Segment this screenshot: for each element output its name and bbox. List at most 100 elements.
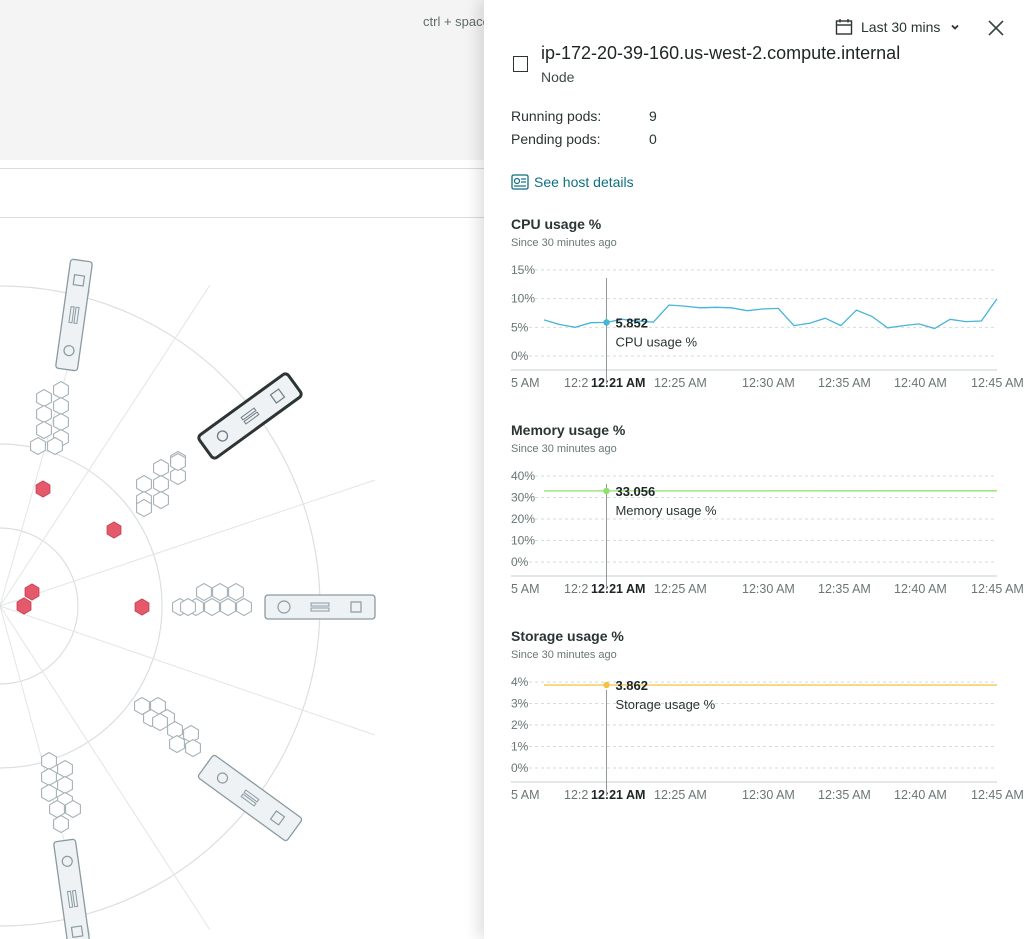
host-icon [511,174,529,190]
top-bar: ctrl + space [0,0,484,160]
pod-hexagon[interactable] [53,412,69,432]
pod-hexagon[interactable] [153,458,169,478]
x-tick-label: 12:30 AM [742,582,795,596]
hover-marker [603,681,610,689]
storage-chart-subtitle: Since 30 minutes ago [511,649,617,661]
pod-hexagon[interactable] [136,474,152,494]
entity-name: ip-172-20-39-160.us-west-2.compute.inter… [541,43,901,63]
series-line [543,298,998,330]
hover-value: 5.852 [615,315,648,330]
pod-hexagon[interactable] [41,751,57,771]
x-tick-label: 12:40 AM [894,376,947,390]
pod-hexagon[interactable] [212,582,228,602]
unhealthy-pods [16,480,150,616]
node-selected[interactable] [197,372,303,460]
node-top[interactable] [55,258,93,372]
pod-hexagon[interactable] [228,582,244,602]
x-tick-label: 12:2 [564,788,588,802]
pod-hexagon[interactable] [220,597,236,617]
node-icon [513,56,528,72]
pod-hexagon[interactable] [57,775,73,795]
time-range-picker[interactable]: Last 30 mins [835,14,962,40]
chevron-down-icon [951,24,960,30]
x-tick-label: 12:2 [564,376,588,390]
pod-hexagon[interactable] [49,799,65,819]
storage-usage-chart[interactable]: 4% 3% 2% 1% 0% 5 AM 12:2 12:21 AM 12:25 AM 12:30 … [484,670,1024,810]
cpu-usage-chart[interactable]: 15% 10% 5% 0% 5 AM 12:2 12:21 AM 12:25 AM 12:30 … [484,258,1024,398]
pod-hexagon[interactable] [153,474,169,494]
unhealthy-pod-hexagon[interactable] [106,521,122,539]
x-tick-label: 12:40 AM [894,788,947,802]
node-right[interactable] [264,594,376,620]
unhealthy-pod-hexagon[interactable] [16,597,32,615]
x-tick-label: 12:40 AM [894,582,947,596]
pod-hexagon[interactable] [36,388,52,408]
node-lower-right[interactable] [197,754,303,842]
x-tick-label: 12:35 AM [818,788,871,802]
pod-hexagon[interactable] [41,783,57,803]
y-tick-label: 15% [511,263,535,277]
x-tick-label: 5 AM [511,788,540,802]
pod-hexagon[interactable] [170,452,186,472]
unhealthy-pod-hexagon[interactable] [35,480,51,498]
hover-value: 33.056 [615,484,655,499]
entity-detail-panel: Last 30 mins ip-172-20-39-160.us-west-2.… [484,0,1024,939]
x-tick-label: 12:21 AM [591,788,645,802]
time-range-label: Last 30 mins [861,19,941,35]
pod-hexagon[interactable] [167,720,183,740]
pod-hexagon[interactable] [57,759,73,779]
unhealthy-pod-hexagon[interactable] [134,598,150,616]
pod-hexagon[interactable] [41,767,57,787]
memory-usage-chart[interactable]: 40% 30% 20% 10% 0% 5 AM 12:2 12:21 AM 12:25 AM 12… [484,464,1024,604]
storage-chart-title: Storage usage % [511,628,624,644]
y-tick-label: 40% [511,469,535,483]
calendar-icon [835,19,853,35]
pod-hexagon[interactable] [53,380,69,400]
pod-hexagon[interactable] [36,420,52,440]
pod-hexagon[interactable] [169,734,185,754]
running-pods-value: 9 [649,108,657,124]
see-host-details-link[interactable]: See host details [511,174,634,190]
cluster-explorer-background: ctrl + space [0,0,484,939]
close-icon[interactable] [984,16,1008,40]
pod-hexagon[interactable] [47,436,63,456]
x-tick-label: 12:35 AM [818,582,871,596]
pod-hexagon[interactable] [136,498,152,518]
pod-hexagon[interactable] [185,738,201,758]
pod-hexagon[interactable] [65,799,81,819]
y-tick-label: 2% [511,718,529,732]
node-bottom[interactable] [53,838,91,939]
y-tick-label: 30% [511,491,535,505]
pod-hexagon[interactable] [183,724,199,744]
x-tick-label: 5 AM [511,582,540,596]
y-tick-label: 20% [511,512,535,526]
pod-hexagon[interactable] [236,597,252,617]
y-tick-label: 3% [511,697,529,711]
y-tick-label: 0% [511,555,529,569]
pod-hexagon[interactable] [204,597,220,617]
cpu-chart-title: CPU usage % [511,216,602,232]
cpu-chart-subtitle: Since 30 minutes ago [511,237,617,249]
pod-hexagon[interactable] [53,396,69,416]
pod-hexagon[interactable] [170,466,186,486]
x-tick-label: 12:45 AM [971,788,1024,802]
pod-hexagon[interactable] [152,712,168,732]
pod-hexagon[interactable] [180,597,196,617]
filter-bar[interactable] [0,168,484,218]
y-tick-label: 4% [511,675,529,689]
pod-hexagon[interactable] [53,814,69,834]
pod-hexagon[interactable] [36,404,52,424]
y-tick-label: 5% [511,320,529,334]
x-tick-label: 12:21 AM [591,376,645,390]
y-tick-label: 0% [511,349,529,363]
pod-hexagon[interactable] [30,436,46,456]
y-tick-label: 1% [511,740,529,754]
unhealthy-pod-hexagon[interactable] [24,583,40,601]
y-tick-label: 10% [511,292,535,306]
y-tick-label: 0% [511,761,529,775]
y-tick-label: 10% [511,534,535,548]
pod-hexagon[interactable] [134,696,150,716]
pod-hexagon[interactable] [153,490,169,510]
pod-hexagon[interactable] [196,582,212,602]
running-pods-label: Running pods: [511,108,602,124]
